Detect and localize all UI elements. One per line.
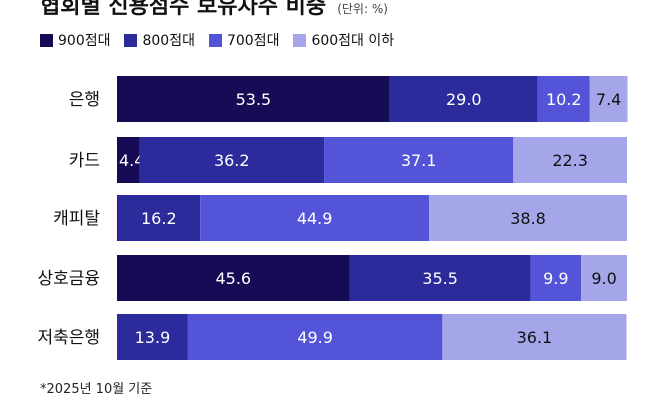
legend-item-1: 800점대	[124, 30, 195, 50]
data-label: 37.1	[401, 151, 437, 170]
legend-swatch-3	[293, 33, 307, 47]
unit-note: (단위: %)	[337, 2, 388, 16]
category-label: 캐피탈	[53, 209, 100, 229]
data-label: 13.9	[135, 328, 171, 347]
data-label: 38.8	[510, 209, 546, 228]
legend-item-2: 700점대	[208, 30, 280, 50]
category-label: 은행	[69, 90, 100, 110]
chart-title-text: 협회별 신용점수 보유차주 비중	[40, 0, 327, 19]
data-label: 10.2	[546, 90, 582, 109]
data-label: 45.6	[215, 269, 251, 288]
data-label: 7.4	[596, 90, 621, 109]
legend-swatch-1	[124, 33, 138, 47]
bar-segment	[139, 137, 325, 183]
data-label: 4.4	[119, 151, 144, 170]
category-label: 상호금융	[37, 269, 100, 289]
data-label: 16.2	[141, 209, 177, 228]
data-label: 9.0	[591, 269, 616, 288]
bar-segment	[117, 195, 201, 241]
legend-label-1: 800점대	[142, 33, 195, 49]
data-label: 53.5	[236, 90, 272, 109]
legend: 900점대 800점대 700점대 600점대 이하	[40, 30, 394, 50]
bar-segment	[349, 255, 531, 301]
bar-segment	[200, 195, 430, 241]
data-label: 29.0	[446, 90, 482, 109]
bar-segment	[389, 76, 538, 122]
bar-segment	[442, 314, 627, 360]
data-label: 44.9	[297, 209, 333, 228]
category-label: 저축은행	[37, 328, 100, 348]
data-label: 9.9	[543, 269, 568, 288]
bar-segment	[117, 137, 140, 183]
legend-label-3: 600점대 이하	[311, 33, 395, 49]
bar-segment	[117, 314, 188, 360]
bar-segment	[513, 137, 627, 183]
legend-label-2: 700점대	[226, 33, 280, 49]
bar-segment	[537, 76, 590, 122]
bar-segment	[187, 314, 443, 360]
bar-segment	[429, 195, 627, 241]
legend-swatch-0	[40, 33, 53, 47]
legend-item-0: 900점대	[40, 30, 110, 50]
bar-segment	[117, 195, 118, 241]
bar-segment	[117, 76, 390, 122]
legend-item-3: 600점대 이하	[293, 30, 394, 50]
bar-segment	[530, 255, 582, 301]
bar-segment	[324, 137, 514, 183]
footnote: *2025년 10월 기준	[40, 382, 153, 397]
bar-segment	[117, 255, 350, 301]
data-label: 36.1	[517, 328, 553, 347]
data-label: 49.9	[297, 328, 333, 347]
data-label: 35.5	[422, 269, 458, 288]
legend-label-0: 900점대	[58, 33, 111, 49]
chart-title: 협회별 신용점수 보유차주 비중 (단위: %)	[40, 0, 388, 20]
bar-segment	[581, 255, 627, 301]
bar-segment	[589, 76, 628, 122]
data-label: 22.3	[552, 151, 588, 170]
category-label: 카드	[69, 151, 100, 171]
legend-swatch-2	[208, 33, 222, 47]
data-label: 36.2	[214, 151, 250, 170]
